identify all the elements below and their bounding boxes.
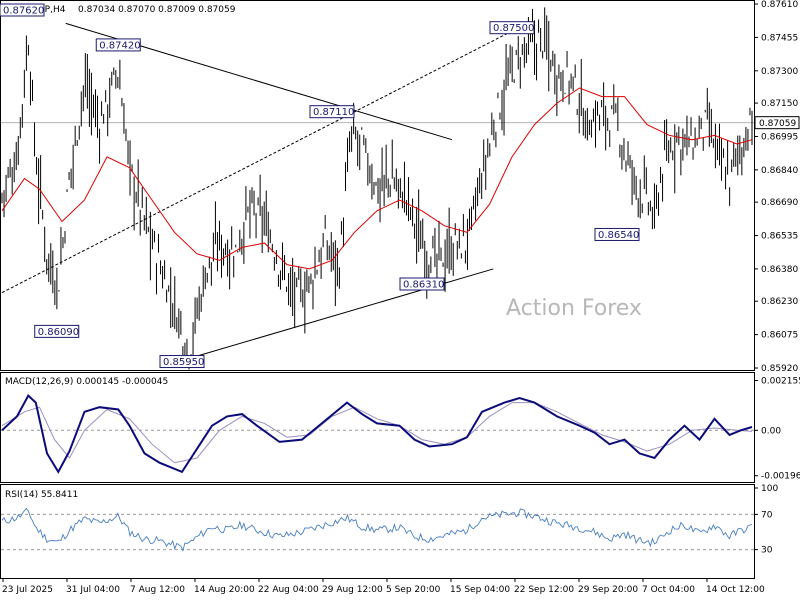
price-annotation-label: 0.87420 [99, 40, 140, 51]
macd-tick-label: 0.002155 [761, 377, 800, 387]
rsi-tick-label: 70 [761, 510, 773, 520]
x-tick-label: 29 Sep 20:00 [578, 585, 638, 595]
x-tick-label: 7 Oct 04:00 [642, 585, 695, 595]
price-axis: 0.87610 0.87455 0.87300 0.87150 0.86995 0.868… [754, 0, 799, 374]
current-price-label: 0.87059 [759, 119, 796, 129]
price-header-ohlc: 0.87034 0.87070 0.87009 0.87059 [78, 5, 236, 15]
x-tick-label: 15 Sep 04:00 [450, 585, 510, 595]
price-annotation: 0.86310 [400, 278, 444, 291]
macd-header: MACD(12,26,9) 0.000145 -0.000045 [5, 377, 168, 387]
x-tick-label: 22 Aug 04:00 [258, 585, 319, 595]
price-annotation: 0.87620 [0, 4, 44, 17]
watermark: Action Forex [506, 296, 642, 321]
rsi-tick-label: 100 [761, 484, 778, 494]
price-annotation: 0.85950 [160, 356, 204, 369]
price-annotation-label: 0.85950 [163, 357, 204, 368]
x-tick-label: 23 Jul 2025 [2, 585, 53, 595]
x-tick-label: 5 Sep 20:00 [386, 585, 441, 595]
price-tick-label: 0.86690 [761, 198, 798, 208]
price-tick-label: 0.85920 [761, 364, 798, 374]
x-axis: 23 Jul 2025 31 Jul 04:00 7 Aug 12:00 14 Aug… [2, 578, 765, 595]
price-annotation: 0.86090 [35, 325, 79, 338]
price-tick-label: 0.87300 [761, 67, 798, 77]
price-tick-label: 0.86535 [761, 232, 798, 242]
price-annotation: 0.87110 [310, 106, 354, 119]
rsi-tick-label: 30 [761, 546, 773, 556]
price-tick-label: 0.87455 [761, 33, 798, 43]
macd-tick-label: 0.00 [761, 426, 781, 436]
rsi-panel [1, 485, 755, 579]
price-annotation-label: 0.86540 [598, 230, 639, 241]
price-annotation: 0.87500 [490, 22, 534, 34]
rsi-header: RSI(14) 55.8411 [5, 490, 78, 500]
price-annotation-label: 0.86090 [38, 327, 79, 338]
price-annotation-label: 0.87500 [493, 23, 534, 34]
price-tick-label: 0.87610 [761, 0, 798, 10]
x-tick-label: 31 Jul 04:00 [66, 585, 120, 595]
macd-panel [1, 373, 755, 483]
price-annotation-label: 0.87620 [3, 6, 44, 17]
price-tick-label: 0.86840 [761, 166, 798, 176]
price-annotation: 0.87420 [96, 39, 140, 52]
price-tick-label: 0.87150 [761, 99, 798, 109]
macd-tick-label: -0.001965 [761, 472, 800, 482]
x-tick-label: 29 Aug 12:00 [322, 585, 383, 595]
price-tick-label: 0.86995 [761, 132, 798, 142]
price-tick-label: 0.86380 [761, 265, 798, 275]
price-annotation-label: 0.87110 [313, 107, 354, 118]
price-tick-label: 0.86075 [761, 331, 798, 341]
price-annotation: 0.86540 [595, 228, 639, 241]
x-tick-label: 7 Aug 12:00 [130, 585, 185, 595]
x-tick-label: 22 Sep 12:00 [514, 585, 574, 595]
x-tick-label: 14 Aug 20:00 [194, 585, 255, 595]
price-annotation-label: 0.86310 [403, 280, 444, 291]
price-tick-label: 0.86230 [761, 297, 798, 307]
x-tick-label: 14 Oct 12:00 [706, 585, 765, 595]
